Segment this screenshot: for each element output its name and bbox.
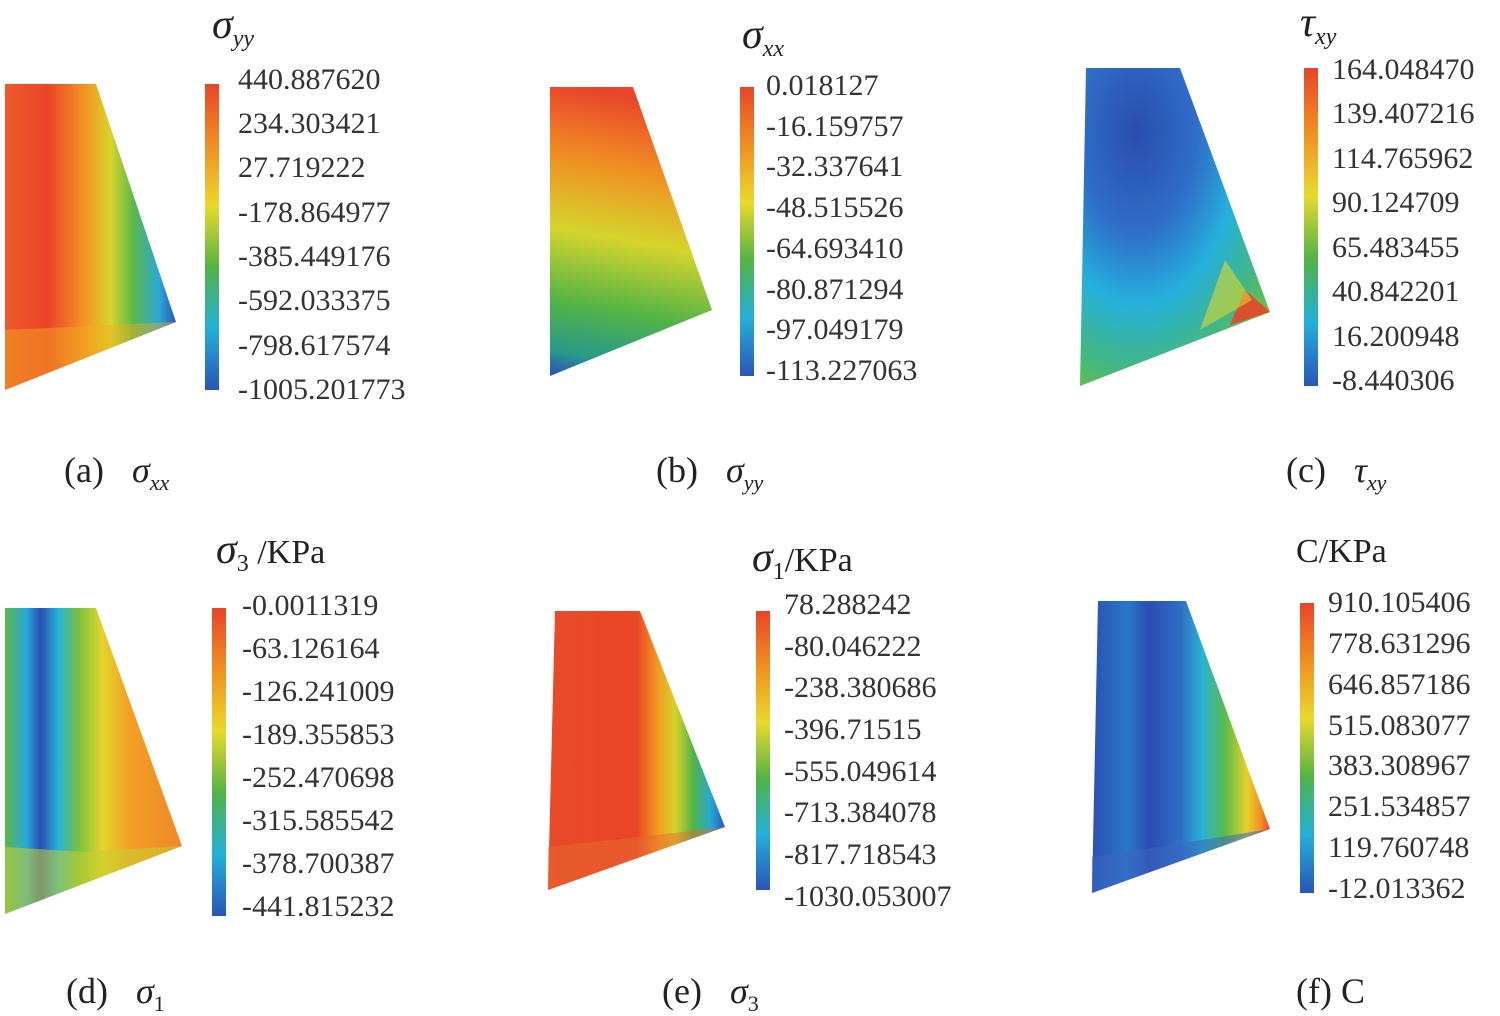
tick: 40.842201 bbox=[1332, 275, 1460, 308]
colorbar-f bbox=[1300, 603, 1314, 893]
contour-plot-b bbox=[550, 87, 712, 376]
caption-b: (b) σyy bbox=[656, 450, 764, 495]
tick: -63.126164 bbox=[242, 632, 380, 665]
panel-b: σxx 0.018127 -16.159757 -32.337641 -48.5… bbox=[500, 0, 1000, 507]
colorbar-c bbox=[1304, 68, 1318, 386]
tick: 0.018127 bbox=[766, 69, 879, 102]
colorbar-ticks-d: -0.0011319 -63.126164 -126.241009 -189.3… bbox=[242, 591, 482, 922]
tick: -798.617574 bbox=[238, 329, 391, 362]
tick: 27.719222 bbox=[238, 151, 366, 184]
panel-a: σyy 440.887620 234.303421 27.719222 -178… bbox=[0, 0, 500, 507]
colorbar-title-b: σxx bbox=[742, 12, 785, 62]
tick: -178.864977 bbox=[238, 196, 391, 229]
contour-plot-e bbox=[548, 611, 725, 890]
tick: -1030.053007 bbox=[784, 880, 952, 913]
colorbar-ticks-c: 164.048470 139.407216 114.765962 90.1247… bbox=[1332, 55, 1500, 396]
tick: -189.355853 bbox=[242, 718, 395, 751]
colorbar-ticks-a: 440.887620 234.303421 27.719222 -178.864… bbox=[238, 65, 478, 405]
tick: -378.700387 bbox=[242, 847, 395, 880]
caption-f: (f) C bbox=[1296, 971, 1365, 1011]
tick: 119.760748 bbox=[1328, 831, 1470, 864]
colorbar-a bbox=[205, 84, 219, 390]
tick: 16.200948 bbox=[1332, 320, 1460, 353]
tick: 910.105406 bbox=[1328, 586, 1471, 619]
colorbar-title-d: σ3 /KPa bbox=[216, 527, 326, 577]
tick: -555.049614 bbox=[784, 755, 937, 788]
tick: -315.585542 bbox=[242, 804, 395, 837]
tick: 90.124709 bbox=[1332, 186, 1460, 219]
tick: -8.440306 bbox=[1332, 364, 1455, 397]
tick: -1005.201773 bbox=[238, 373, 406, 406]
colorbar-d bbox=[212, 608, 226, 916]
tick: -48.515526 bbox=[766, 191, 904, 224]
colorbar-title-c: τxy bbox=[1300, 0, 1337, 50]
colorbar-ticks-b: 0.018127 -16.159757 -32.337641 -48.51552… bbox=[766, 71, 1006, 386]
tick: -97.049179 bbox=[766, 313, 904, 346]
tick: 383.308967 bbox=[1328, 749, 1471, 782]
tick: -64.693410 bbox=[766, 232, 904, 265]
tick: 251.534857 bbox=[1328, 790, 1471, 823]
colorbar-title-a: σyy bbox=[212, 2, 255, 52]
contour-plot-f bbox=[1092, 601, 1270, 893]
tick: -592.033375 bbox=[238, 284, 391, 317]
tick: 234.303421 bbox=[238, 107, 381, 140]
colorbar-e bbox=[756, 611, 770, 890]
colorbar-title-e: σ1/KPa bbox=[752, 535, 853, 585]
tick: -32.337641 bbox=[766, 150, 904, 183]
tick: 164.048470 bbox=[1332, 53, 1475, 86]
panel-c: τxy 164.048470 139.407216 114.765962 90.… bbox=[1000, 0, 1500, 507]
tick: -80.871294 bbox=[766, 273, 904, 306]
tick: -252.470698 bbox=[242, 761, 395, 794]
tick: -385.449176 bbox=[238, 240, 391, 273]
tick: -441.815232 bbox=[242, 890, 395, 923]
panel-d: σ3 /KPa -0.0011319 -63.126164 -126.24100… bbox=[0, 507, 500, 1016]
tick: 78.288242 bbox=[784, 588, 912, 621]
contour-plot-c bbox=[1080, 68, 1270, 386]
tick: 65.483455 bbox=[1332, 231, 1460, 264]
tick: -396.71515 bbox=[784, 713, 922, 746]
caption-d: (d) σ1 bbox=[66, 971, 165, 1016]
panel-e: σ1/KPa 78.288242 -80.046222 -238.380686 … bbox=[500, 507, 1000, 1016]
tick: -126.241009 bbox=[242, 675, 395, 708]
tick: 646.857186 bbox=[1328, 668, 1471, 701]
tick: -817.718543 bbox=[784, 838, 937, 871]
colorbar-title-f: C/KPa bbox=[1296, 533, 1387, 570]
tick: -16.159757 bbox=[766, 110, 904, 143]
tick: -113.227063 bbox=[766, 354, 918, 387]
tick: -238.380686 bbox=[784, 671, 937, 704]
tick: -0.0011319 bbox=[242, 589, 379, 622]
tick: 114.765962 bbox=[1332, 142, 1474, 175]
contour-plot-d bbox=[5, 608, 182, 914]
caption-e: (e) σ3 bbox=[662, 971, 759, 1016]
tick: -713.384078 bbox=[784, 796, 937, 829]
caption-c: (c) τxy bbox=[1286, 450, 1387, 495]
tick: -80.046222 bbox=[784, 630, 922, 663]
tick: 778.631296 bbox=[1328, 627, 1471, 660]
colorbar-b bbox=[740, 87, 754, 376]
caption-a: (a) σxx bbox=[64, 450, 170, 495]
tick: 440.887620 bbox=[238, 63, 381, 96]
colorbar-ticks-f: 910.105406 778.631296 646.857186 515.083… bbox=[1328, 588, 1500, 904]
tick: 515.083077 bbox=[1328, 709, 1471, 742]
contour-plot-a bbox=[5, 84, 176, 390]
colorbar-ticks-e: 78.288242 -80.046222 -238.380686 -396.71… bbox=[784, 590, 1024, 912]
panel-f: C/KPa 910.105406 778.631296 646.857186 5… bbox=[1000, 507, 1500, 1014]
tick: 139.407216 bbox=[1332, 97, 1475, 130]
tick: -12.013362 bbox=[1328, 872, 1466, 905]
